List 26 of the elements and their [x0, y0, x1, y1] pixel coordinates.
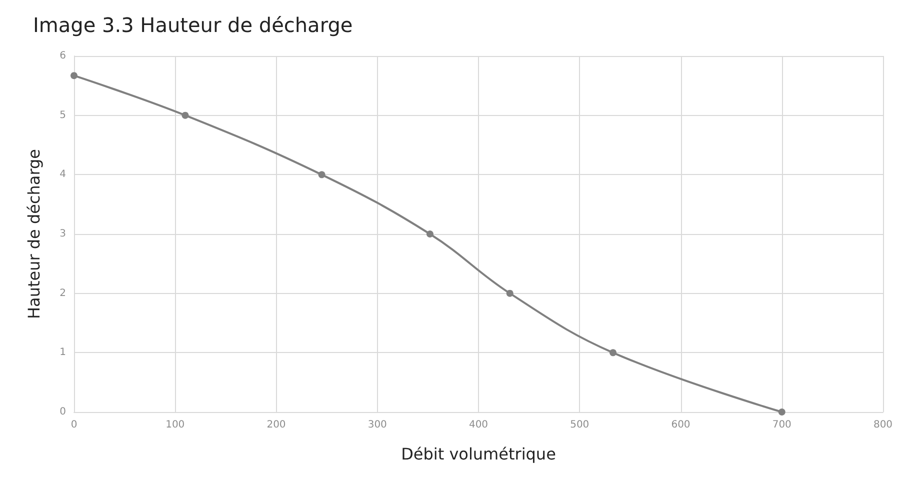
x-tick-label: 700 [772, 420, 792, 430]
y-tick-label: 1 [60, 347, 66, 358]
x-tick-label: 100 [166, 420, 185, 430]
y-tick-label: 6 [60, 50, 66, 62]
x-tick-label: 0 [70, 420, 78, 430]
y-tick-label: 0 [60, 406, 66, 418]
x-tick-label: 800 [873, 420, 893, 430]
point [506, 290, 514, 297]
x-tick-label: 200 [266, 420, 286, 430]
x-tick-label: 500 [570, 420, 590, 430]
point [70, 72, 78, 80]
y-axis-title: Hauteur de décharge [24, 148, 44, 320]
chart-title: Image 3.3 Hauteur de décharge [33, 13, 353, 37]
x-tick-label: 400 [468, 420, 488, 430]
x-axis-title: Débit volumétrique [401, 444, 556, 464]
point [426, 230, 434, 238]
point [778, 408, 786, 416]
point [182, 112, 189, 119]
y-tick-label: 5 [60, 110, 66, 121]
y-tick-label: 3 [60, 228, 66, 240]
y-tick-label: 2 [60, 288, 66, 299]
x-tick-label: 600 [671, 420, 690, 430]
y-tick-label: 4 [60, 169, 66, 180]
point [318, 171, 326, 178]
point [610, 349, 616, 356]
x-tick-label: 300 [368, 420, 387, 430]
